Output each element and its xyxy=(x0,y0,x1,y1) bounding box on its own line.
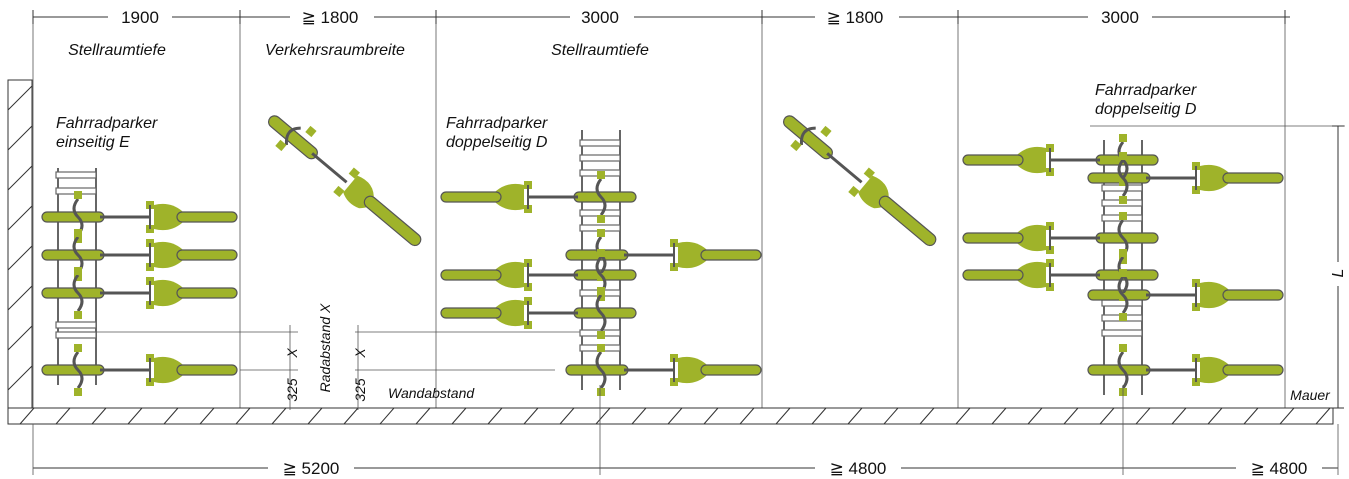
bottom-dim-3: ≧ 4800 xyxy=(1251,459,1308,478)
bike-diagonal-1 xyxy=(256,101,434,259)
top-dim-2: ≧ 1800 xyxy=(302,8,359,27)
left-wall xyxy=(7,79,33,411)
floor-wall xyxy=(7,407,1334,425)
dim-325-2: 325 xyxy=(352,378,368,402)
wandabstand-label: Wandabstand xyxy=(388,385,475,401)
zone-boundaries xyxy=(32,24,1286,408)
zone-label-stellraum-1: Stellraumtiefe xyxy=(68,42,166,59)
parker-d1-label-line2: doppelseitig D xyxy=(446,134,548,151)
bike-rack-one-sided xyxy=(55,168,97,385)
top-dim-4: ≧ 1800 xyxy=(827,8,884,27)
top-dim-5: 3000 xyxy=(1101,8,1139,27)
radabstand-label: Radabstand X xyxy=(317,303,333,392)
radabstand-markers xyxy=(96,325,590,410)
parker-d1-label-line1: Fahrradparker xyxy=(446,115,548,132)
mauer-label: Mauer xyxy=(1290,387,1331,403)
x-marker-2: X xyxy=(352,348,368,359)
zone-label-verkehrsraum: Verkehrsraumbreite xyxy=(265,42,405,59)
zone-label-stellraum-2: Stellraumtiefe xyxy=(551,42,649,59)
bike-diagonal-2 xyxy=(771,101,949,259)
parker-d2-label-line1: Fahrradparker xyxy=(1095,82,1197,99)
parker-e-label-line2: einseitig E xyxy=(56,134,130,151)
x-marker-1: X xyxy=(284,348,300,359)
parker-e-label-line1: Fahrradparker xyxy=(56,115,158,132)
parker-d2-label-line2: doppelseitig D xyxy=(1095,101,1197,118)
top-dim-1: 1900 xyxy=(121,8,159,27)
bikes-double-2 xyxy=(963,132,1285,398)
bottom-dim-1: ≧ 5200 xyxy=(283,459,340,478)
top-dimension-ticks xyxy=(32,10,1286,24)
bikes-one-sided xyxy=(40,189,239,398)
bikes-double-1 xyxy=(441,169,763,398)
length-label: L xyxy=(1330,269,1347,278)
top-dim-3: 3000 xyxy=(581,8,619,27)
bottom-dim-2: ≧ 4800 xyxy=(830,459,887,478)
dim-325-1: 325 xyxy=(284,378,300,402)
bottom-dimension-ticks xyxy=(32,385,1339,475)
